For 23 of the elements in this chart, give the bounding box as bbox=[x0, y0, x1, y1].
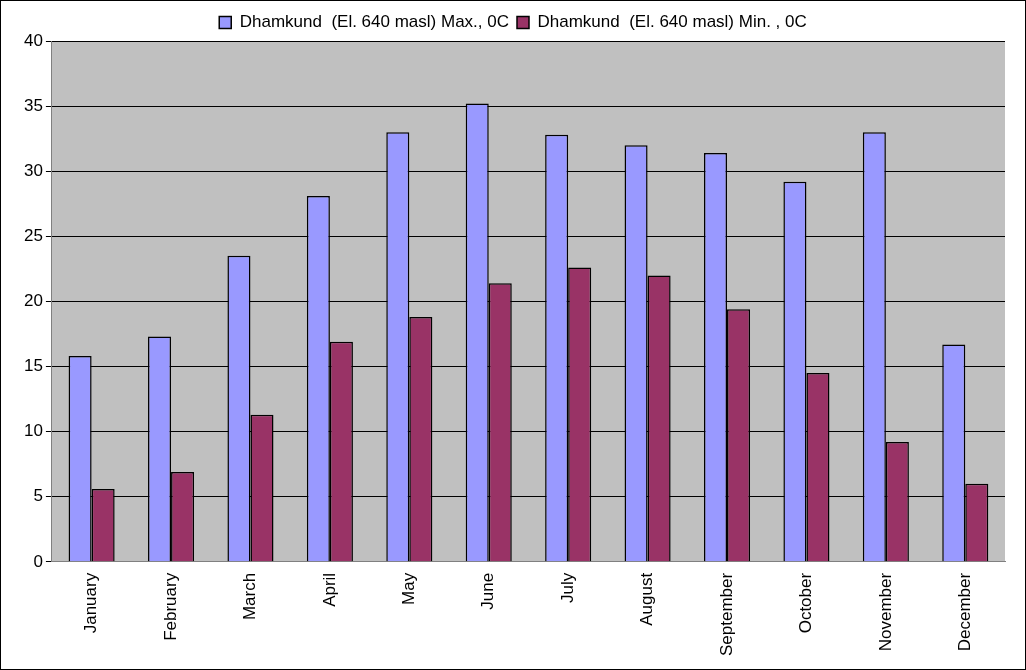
x-tick-label: July bbox=[557, 572, 577, 604]
x-tick-label: January bbox=[81, 572, 101, 634]
x-tick-label: February bbox=[160, 572, 180, 641]
y-tick-label: 15 bbox=[23, 356, 43, 376]
y-tick-label: 25 bbox=[23, 226, 43, 245]
x-tick-label: August bbox=[637, 572, 657, 626]
x-tick-label: June bbox=[478, 572, 498, 610]
y-tick-label: 30 bbox=[23, 160, 43, 180]
x-tick-label: September bbox=[716, 572, 736, 657]
y-tick-label: 5 bbox=[33, 486, 43, 506]
y-tick-label: 35 bbox=[23, 95, 43, 115]
legend-label: Dhamkund (El. 640 masl) Max., 0C bbox=[239, 12, 509, 32]
y-tick-label: 0 bbox=[33, 551, 43, 571]
y-tick-label: 20 bbox=[23, 291, 43, 311]
x-tick-label: May bbox=[399, 572, 419, 605]
x-tick-label: November bbox=[875, 572, 895, 652]
legend-label: Dhamkund (El. 640 masl) Min. , 0C bbox=[537, 12, 807, 32]
x-tick-label: October bbox=[796, 572, 816, 634]
x-tick-label: March bbox=[240, 572, 260, 621]
y-tick-label: 10 bbox=[23, 421, 43, 441]
y-tick-label: 40 bbox=[23, 30, 43, 50]
x-tick-label: April bbox=[319, 572, 339, 607]
x-tick-label: December bbox=[954, 572, 974, 652]
